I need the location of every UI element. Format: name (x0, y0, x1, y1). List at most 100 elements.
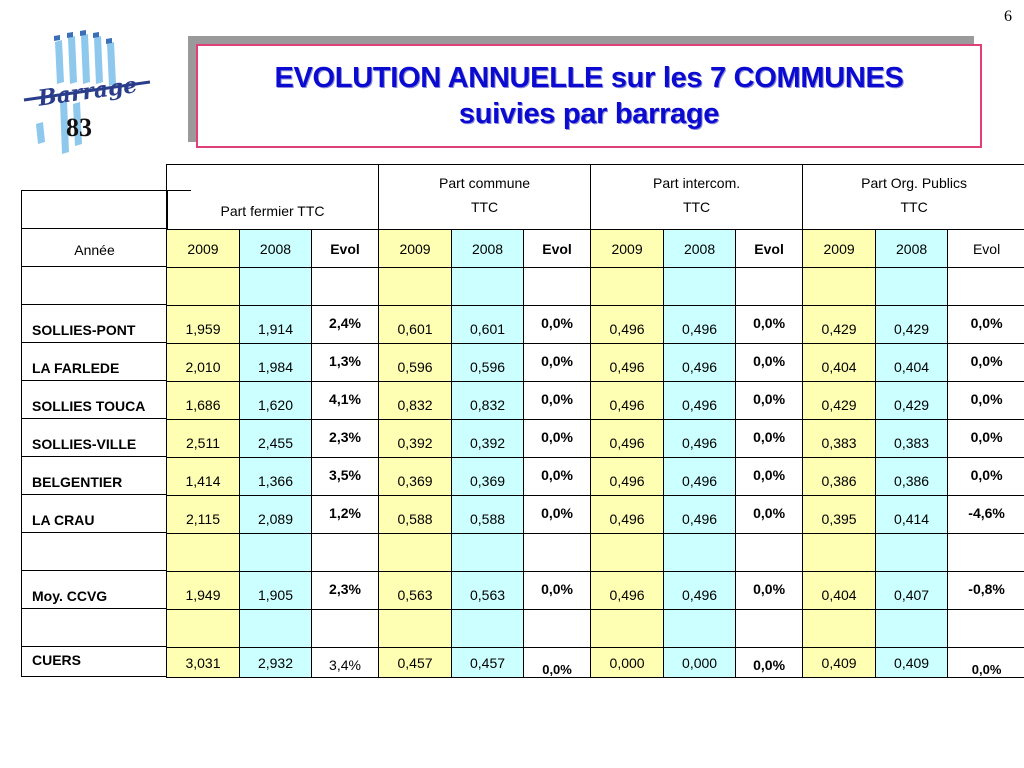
table-row: 2,010 1,984 1,3% 0,596 0,596 0,0% 0,496 0,496 0,… (166, 343, 1024, 382)
value-2008-cell: 0,386 (875, 457, 949, 496)
annee-label: Année (74, 242, 115, 258)
value-2008-cell: 1,914 (239, 305, 312, 344)
table-row: 2,511 2,455 2,3% 0,392 0,392 0,0% 0,496 0,496 0,… (166, 419, 1024, 458)
title-line-2: suivies par barrage (458, 98, 720, 130)
value-2009-cell: 0,404 (802, 571, 877, 610)
logo-brand-text: Barrage (35, 72, 138, 112)
title-line-1: EVOLUTION ANNUELLE sur les 7 COMMUNES (274, 62, 904, 94)
evol-cell: 0,0% (947, 647, 1024, 678)
value-2009-cell: 0,496 (590, 305, 665, 344)
evol-cell: 0,0% (947, 305, 1024, 344)
col-header-2009: 2009 (590, 229, 665, 268)
value-2009-cell: 0,000 (590, 647, 665, 678)
group-label-line1: Part commune (439, 175, 531, 191)
value-2009-cell: 0,496 (590, 457, 665, 496)
empty-cell (239, 533, 312, 572)
spacer-row (166, 267, 1024, 306)
spacer-row (166, 609, 1024, 648)
value-2008-cell: 0,496 (663, 419, 737, 458)
label-row-spacer (21, 609, 168, 647)
evol-cell: 1,2% (310, 495, 380, 534)
evol-cell: -4,6% (947, 495, 1024, 534)
empty-cell (166, 533, 240, 572)
group-label-line2: TTC (900, 199, 928, 215)
value-2009-cell: 0,496 (590, 381, 665, 420)
commune-name: SOLLIES TOUCA (32, 398, 146, 414)
evol-cell: 0,0% (523, 457, 592, 496)
value-2009-cell: 2,010 (166, 343, 240, 382)
value-2009-cell: 0,496 (590, 571, 665, 610)
value-2008-cell: 0,832 (451, 381, 525, 420)
label-col-top-rule (21, 190, 191, 191)
value-2008-cell: 0,429 (875, 381, 949, 420)
value-2008-cell: 1,905 (239, 571, 312, 610)
empty-cell (166, 267, 240, 306)
evol-cell: 0,0% (523, 495, 592, 534)
value-2008-cell: 0,457 (451, 647, 525, 678)
empty-cell (523, 533, 592, 572)
empty-cell (451, 267, 525, 306)
empty-cell (310, 533, 380, 572)
empty-cell (239, 609, 312, 648)
value-2008-cell: 2,455 (239, 419, 312, 458)
label-row-sollies-touca: SOLLIES TOUCA (21, 381, 168, 419)
value-2008-cell: 1,620 (239, 381, 312, 420)
value-2008-cell: 2,089 (239, 495, 312, 534)
table-row: 1,959 1,914 2,4% 0,601 0,601 0,0% 0,496 0,496 0,… (166, 305, 1024, 344)
value-2009-cell: 0,832 (378, 381, 453, 420)
col-header-evol: Evol (310, 229, 380, 268)
evol-cell: 0,0% (523, 419, 592, 458)
evol-cell: -0,8% (947, 571, 1024, 610)
empty-cell (947, 609, 1024, 648)
group-header-org-publics: Part Org. Publics TTC (802, 164, 1024, 230)
commune-name: LA CRAU (32, 512, 95, 528)
barrage-83-logo: Barrage 83 (23, 30, 151, 154)
evol-cell: 4,1% (310, 381, 380, 420)
empty-cell (947, 267, 1024, 306)
value-2009-cell: 1,949 (166, 571, 240, 610)
commune-name: SOLLIES-PONT (32, 322, 136, 338)
empty-cell (802, 533, 877, 572)
label-row-la-crau: LA CRAU (21, 495, 168, 533)
evol-cell: 2,3% (310, 419, 380, 458)
empty-cell (590, 609, 665, 648)
empty-cell (378, 609, 453, 648)
group-label-line2: TTC (470, 199, 499, 215)
value-2009-cell: 0,409 (802, 647, 877, 678)
col-header-2009: 2009 (166, 229, 240, 268)
page-number: 6 (1004, 8, 1012, 25)
value-2009-cell: 0,601 (378, 305, 453, 344)
evol-cell: 0,0% (947, 457, 1024, 496)
value-2008-cell: 0,563 (451, 571, 525, 610)
value-2008-cell: 0,369 (451, 457, 525, 496)
empty-cell (590, 533, 665, 572)
empty-cell (310, 267, 380, 306)
value-2009-cell: 0,429 (802, 305, 877, 344)
value-2008-cell: 0,000 (663, 647, 737, 678)
group-header-commune: Part commune TTC (378, 164, 592, 230)
label-row-sollies-ville: SOLLIES-VILLE (21, 419, 168, 457)
col-header-2008: 2008 (875, 229, 949, 268)
value-2009-cell: 0,563 (378, 571, 453, 610)
commune-name: Moy. CCVG (32, 588, 108, 604)
col-header-2008: 2008 (451, 229, 525, 268)
empty-cell (451, 609, 525, 648)
value-2009-cell: 0,429 (802, 381, 877, 420)
label-row-spacer (21, 533, 168, 571)
evol-cell: 3,5% (310, 457, 380, 496)
empty-cell (663, 267, 737, 306)
empty-cell (802, 267, 877, 306)
value-2008-cell: 0,596 (451, 343, 525, 382)
col-header-evol: Evol (735, 229, 804, 268)
value-2008-cell: 0,496 (663, 343, 737, 382)
label-row-belgentier: BELGENTIER (21, 457, 168, 495)
label-row-spacer (21, 267, 168, 305)
data-table: Part fermier TTC Part commune TTC Part in… (165, 164, 1024, 678)
logo-number: 83 (66, 113, 92, 142)
value-2009-cell: 2,115 (166, 495, 240, 534)
evol-cell: 0,0% (947, 343, 1024, 382)
value-2009-cell: 0,369 (378, 457, 453, 496)
group-header-intercom: Part intercom. TTC (590, 164, 804, 230)
value-2009-cell: 2,511 (166, 419, 240, 458)
commune-name: BELGENTIER (32, 474, 123, 490)
